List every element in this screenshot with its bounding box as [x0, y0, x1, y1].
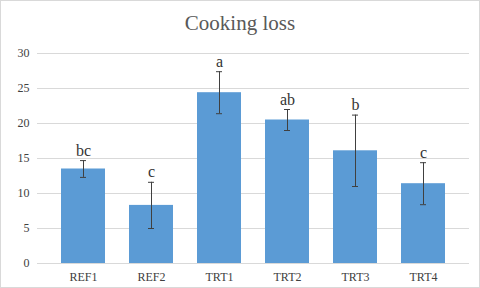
svg-text:10: 10 — [18, 186, 30, 200]
svg-text:TRT2: TRT2 — [274, 270, 302, 284]
svg-text:a: a — [216, 53, 223, 70]
html-text:Cooking loss: Cooking loss — [184, 11, 296, 35]
svg-text:5: 5 — [24, 221, 30, 235]
svg-text:25: 25 — [18, 81, 30, 95]
svg-text:20: 20 — [18, 116, 30, 130]
svg-text:TRT3: TRT3 — [342, 270, 370, 284]
svg-text:REF2: REF2 — [137, 270, 165, 284]
svg-text:b: b — [352, 96, 360, 113]
svg-text:TRT1: TRT1 — [206, 270, 234, 284]
svg-text:ab: ab — [280, 91, 295, 108]
svg-text:c: c — [148, 163, 155, 180]
svg-text:30: 30 — [18, 46, 30, 60]
svg-text:REF1: REF1 — [69, 270, 97, 284]
svg-text:TRT4: TRT4 — [410, 270, 438, 284]
svg-text:15: 15 — [18, 151, 30, 165]
svg-text:bc: bc — [76, 142, 91, 159]
svg-text:c: c — [420, 144, 427, 161]
svg-text:0: 0 — [24, 256, 30, 270]
